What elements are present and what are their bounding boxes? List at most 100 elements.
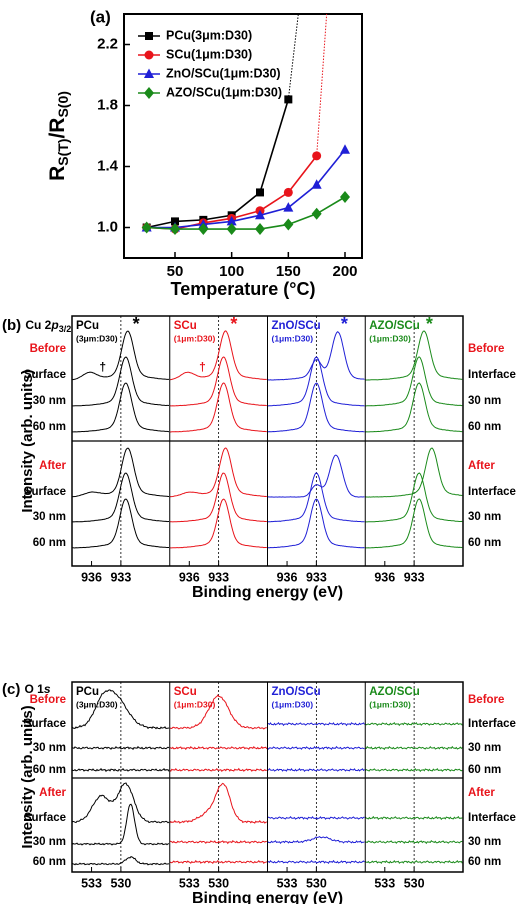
x-tick-label: 933 (110, 570, 131, 584)
row-label: 30 nm (33, 511, 66, 523)
text-part: 3/2 (59, 324, 72, 334)
panel-label: (b) Cu 2p3/2 (2, 317, 71, 334)
row-label: Interface (468, 486, 516, 498)
x-tick-label: 936 (179, 570, 200, 584)
row-label: 30 nm (33, 395, 66, 407)
spectrum (169, 498, 267, 549)
text-part: Cu 2 (25, 318, 51, 332)
spectrum (169, 447, 267, 498)
x-tick-label: 936 (81, 570, 102, 584)
marker (141, 221, 152, 234)
spectrum (169, 330, 267, 381)
legend-label: PCu(3μm:D30) (166, 28, 252, 42)
x-tick-label: 533 (374, 876, 395, 890)
panel-label: (c) O 1s (2, 681, 51, 698)
column-title: ZnO/SCu (272, 686, 321, 698)
row-label: 60 nm (468, 764, 501, 776)
row-label: 30 nm (468, 836, 501, 848)
spectrum (267, 356, 365, 407)
row-label: Before (468, 694, 504, 706)
spectrum (169, 472, 267, 523)
x-tick-label: 933 (404, 570, 425, 584)
column-title: PCu (76, 686, 99, 698)
panel-frame (71, 315, 464, 567)
spectrum (169, 840, 267, 845)
text-part: /R (46, 118, 69, 139)
x-tick-label: 533 (179, 876, 200, 890)
spectrum (267, 815, 365, 820)
spectrum (267, 498, 365, 549)
marker (311, 179, 322, 189)
marker (340, 191, 350, 203)
spectrum (365, 330, 463, 381)
column-title: AZO/SCu (369, 320, 419, 332)
row-label: 30 nm (468, 395, 501, 407)
row-label: 30 nm (33, 742, 66, 754)
spectrum (365, 840, 463, 845)
trend-extension (316, 14, 328, 156)
marker (311, 207, 322, 220)
row-label: 30 nm (33, 836, 66, 848)
annotation: * (341, 314, 348, 334)
marker (283, 202, 294, 212)
column-note: (1μm:D30) (272, 699, 314, 709)
marker (255, 223, 265, 236)
x-axis-label: Binding energy (eV) (192, 584, 343, 601)
annotation: † (99, 360, 106, 374)
spectrum (71, 689, 170, 730)
column-note: (1μm:D30) (369, 333, 411, 343)
text-part: (b) (2, 317, 21, 334)
spectrum (267, 331, 365, 381)
x-tick-label: 936 (374, 570, 395, 584)
x-tick-label: 533 (277, 876, 298, 890)
x-tick-label: 530 (208, 876, 229, 890)
row-label: Before (30, 694, 66, 706)
row-label: After (468, 787, 495, 799)
legend-label: ZnO/SCu(1μm:D30) (166, 66, 281, 80)
spectrum (267, 722, 365, 727)
text-part: O 1 (25, 682, 45, 696)
spectrum (267, 454, 365, 498)
row-label: 30 nm (468, 742, 501, 754)
panel-frame (71, 681, 464, 873)
column-note: (3μm:D30) (76, 333, 118, 343)
x-tick-label: 100 (219, 263, 244, 280)
legend-marker (144, 87, 154, 99)
row-label: After (39, 787, 66, 799)
spectrum (365, 382, 463, 433)
x-tick-label: 936 (277, 570, 298, 584)
row-label: Interface (468, 812, 516, 824)
legend-label: SCu(1μm:D30) (166, 47, 252, 61)
row-label: Before (468, 343, 504, 355)
spectrum (169, 782, 267, 824)
marker (226, 215, 237, 226)
annotation: * (230, 314, 237, 334)
x-tick-label: 150 (276, 263, 301, 280)
row-label: Surface (24, 486, 66, 498)
column-title: SCu (174, 686, 197, 698)
spectrum (169, 767, 267, 772)
column-title: ZnO/SCu (272, 320, 321, 332)
spectrum (267, 767, 365, 772)
x-tick-label: 933 (306, 570, 327, 584)
x-tick-label: 530 (306, 876, 327, 890)
row-label: 60 nm (33, 421, 66, 433)
marker (312, 151, 322, 161)
text-part: s (44, 682, 51, 696)
x-axis-label: Temperature (°C) (171, 279, 316, 299)
legend-marker (144, 50, 154, 60)
spectrum (364, 815, 463, 821)
spectrum (267, 835, 365, 845)
marker (226, 223, 237, 236)
legend-label: AZO/SCu(1μm:D30) (166, 85, 282, 99)
y-axis-label: RS(T)/RS(0) (46, 91, 71, 181)
spectrum (364, 721, 463, 727)
row-label: 60 nm (33, 537, 66, 549)
text-part: R (46, 166, 69, 181)
x-tick-label: 533 (81, 876, 102, 890)
column-note: (1μm:D30) (369, 699, 411, 709)
spectrum (267, 472, 365, 523)
spectrum (365, 472, 463, 523)
spectrum (267, 745, 365, 750)
